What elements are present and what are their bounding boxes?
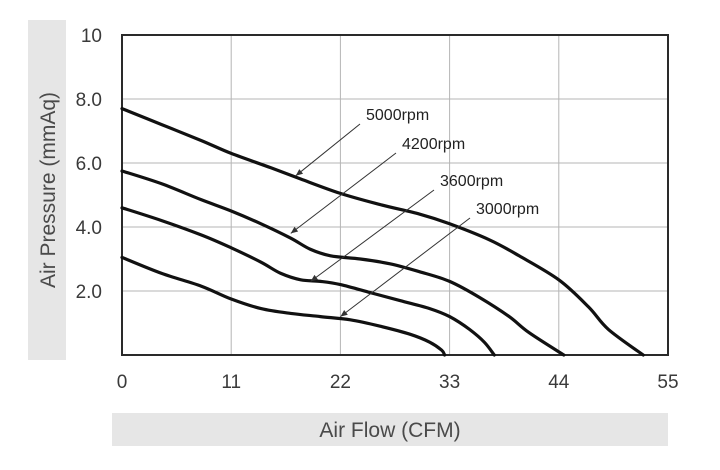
y-tick-label: 8.0	[76, 90, 102, 111]
x-tick-label: 22	[330, 372, 351, 393]
annotation-label-3000rpm: 3000rpm	[476, 201, 539, 218]
annotation-arrowhead-3600rpm	[310, 274, 319, 282]
annotation-label-4200rpm: 4200rpm	[402, 136, 465, 153]
series-line-3000rpm	[120, 255, 447, 357]
x-tick-label: 55	[657, 372, 678, 393]
x-tick-label: 0	[117, 372, 128, 393]
x-tick-label: 11	[221, 372, 241, 393]
y-axis-title: Air Pressure (mmAq)	[37, 92, 60, 288]
annotation-leader-4200rpm	[290, 152, 397, 234]
annotation-arrowhead-4200rpm	[290, 226, 299, 234]
x-tick-label: 44	[548, 372, 570, 393]
annotation-leader-3000rpm	[340, 217, 471, 317]
x-tick-label: 33	[439, 372, 460, 393]
annotation-label-5000rpm: 5000rpm	[366, 107, 429, 124]
y-tick-label: 10	[81, 26, 102, 47]
y-tick-label: 2.0	[76, 282, 102, 303]
series-curves	[120, 107, 645, 357]
y-tick-label: 4.0	[76, 218, 102, 239]
grid-lines	[122, 35, 668, 355]
annotation-leader-5000rpm	[295, 123, 361, 177]
y-axis-title-band	[28, 20, 66, 360]
annotation-label-3600rpm: 3600rpm	[440, 173, 503, 190]
x-axis-title-band	[112, 413, 668, 446]
series-annotations: 5000rpm 4200rpm 3600rpm 3000rpm	[290, 107, 539, 317]
plot-frame	[121, 34, 669, 356]
series-line-4200rpm	[120, 169, 566, 357]
x-axis-title: Air Flow (CFM)	[319, 419, 460, 442]
series-line-3600rpm	[120, 206, 496, 357]
annotation-leader-3600rpm	[310, 189, 435, 282]
annotation-arrowhead-3000rpm	[340, 309, 348, 317]
tick-labels: 0 11 22 33 44 55 2.0 4.0 6.0 8.0 10	[76, 26, 679, 393]
y-tick-label: 6.0	[76, 154, 102, 175]
annotation-arrowhead-5000rpm	[295, 169, 304, 176]
series-line-5000rpm	[120, 107, 645, 357]
